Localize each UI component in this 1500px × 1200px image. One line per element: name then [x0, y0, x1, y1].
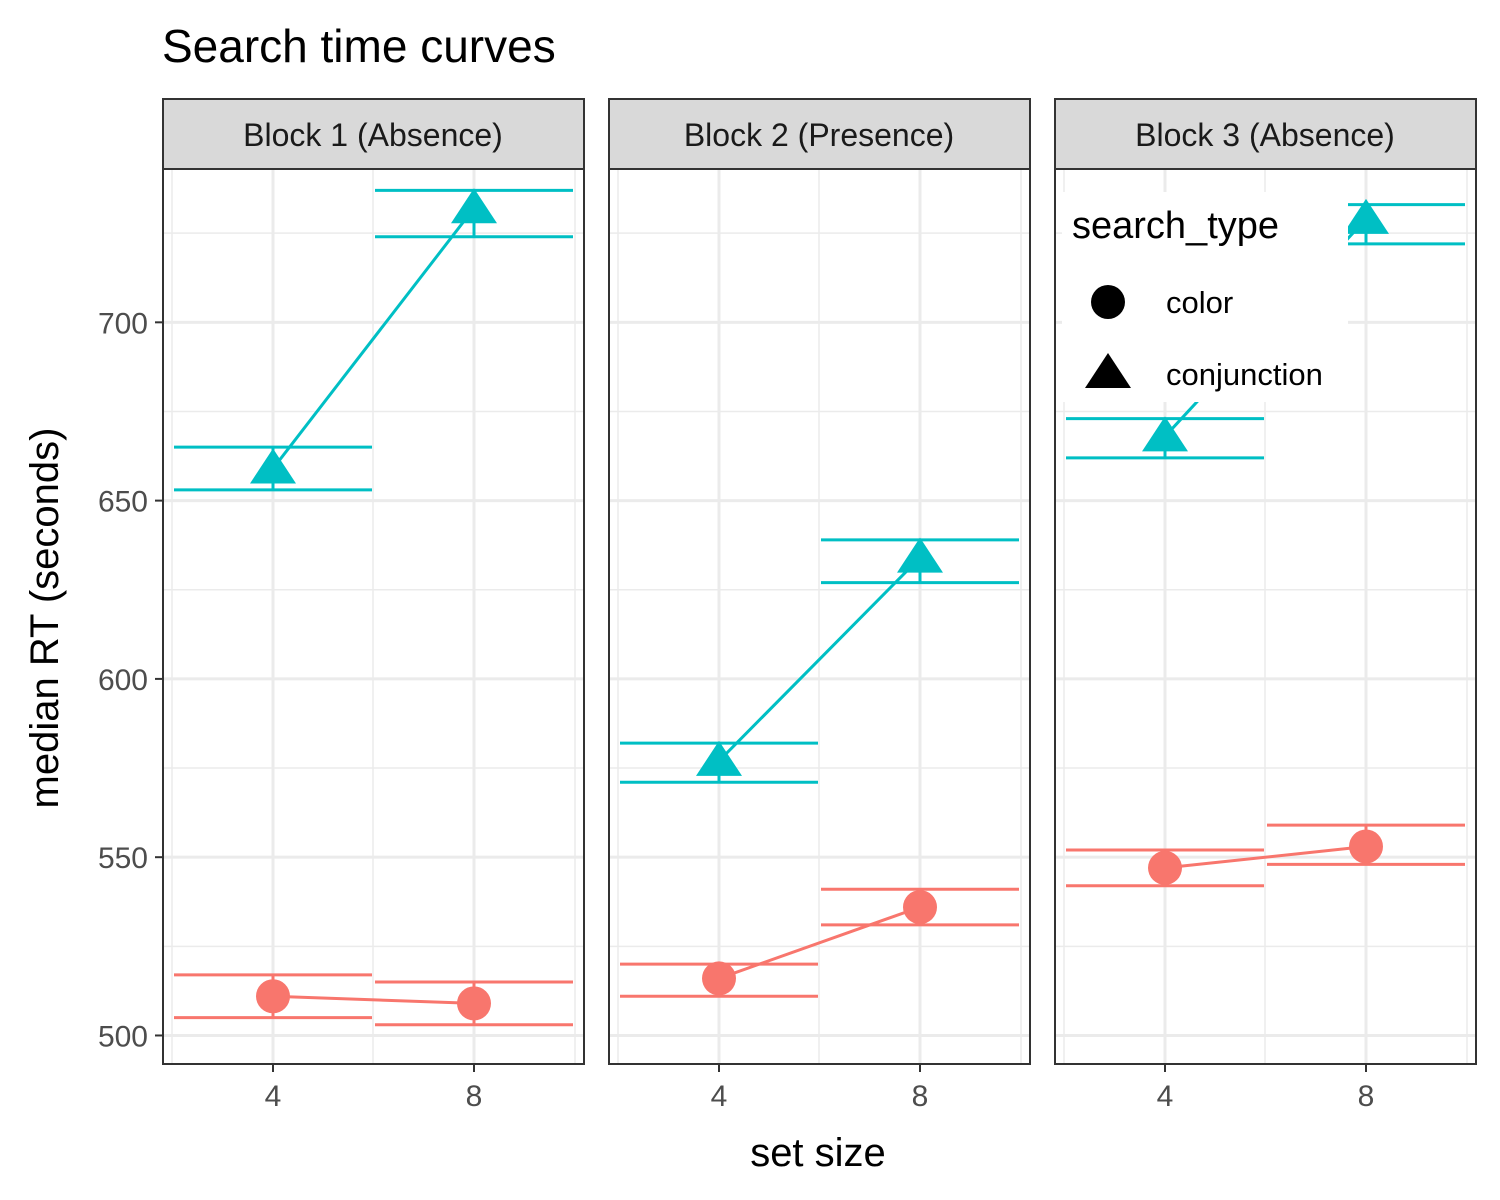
series-line — [1164, 844, 1367, 870]
legend-label: conjunction — [1166, 357, 1323, 392]
legend-title: search_type — [1072, 205, 1279, 247]
data-point — [897, 537, 943, 573]
x-tick-label: 4 — [265, 1080, 282, 1113]
x-axis-title: set size — [750, 1131, 886, 1175]
panel-border — [162, 168, 585, 1065]
data-point — [1148, 850, 1182, 885]
legend: search_type color conjunction — [1062, 192, 1348, 402]
y-tick-label: 700 — [98, 307, 148, 340]
x-tick-label: 4 — [1157, 1080, 1174, 1113]
y-tick-label: 600 — [98, 664, 148, 697]
facet-label: Block 3 (Absence) — [1135, 117, 1395, 153]
legend-key-triangle — [1085, 353, 1131, 388]
legend-item-conjunction: conjunction — [1085, 353, 1323, 392]
data-point — [256, 979, 290, 1014]
series-line — [272, 994, 475, 1005]
facet-label: Block 1 (Absence) — [243, 117, 503, 153]
panel-1: Block 1 (Absence) 4 8 — [162, 98, 585, 1113]
panel-border — [608, 168, 1031, 1065]
y-tick-label: 500 — [98, 1020, 148, 1053]
series-line — [718, 905, 921, 980]
y-axis-title: median RT (seconds) — [23, 428, 67, 809]
x-tick-label: 8 — [1358, 1080, 1375, 1113]
legend-label: color — [1166, 285, 1233, 320]
y-axis: 500 550 600 650 700 — [98, 307, 163, 1053]
panel-border — [1054, 168, 1477, 1065]
data-point — [696, 740, 742, 776]
data-point — [1349, 829, 1383, 864]
series-color — [620, 887, 1019, 998]
data-point — [451, 188, 497, 224]
facet-strip — [608, 98, 1031, 170]
data-point — [903, 890, 937, 925]
series-line — [717, 556, 922, 762]
series-conjunction — [174, 188, 573, 492]
data-point — [702, 961, 736, 996]
facet-strip — [162, 98, 585, 170]
y-tick-label: 650 — [98, 486, 148, 519]
x-tick-label: 8 — [912, 1080, 929, 1113]
series-conjunction — [620, 537, 1019, 784]
legend-entries: color conjunction — [1085, 285, 1323, 392]
series-line — [271, 207, 476, 470]
x-tick-label: 4 — [711, 1080, 728, 1113]
data-point — [250, 448, 296, 484]
legend-item-color: color — [1091, 285, 1233, 320]
panel-2: Block 2 (Presence) 4 8 — [608, 98, 1031, 1113]
legend-key-circle — [1091, 285, 1125, 319]
facet-strip — [1054, 98, 1477, 170]
facet-label: Block 2 (Presence) — [684, 117, 954, 153]
series-color — [174, 973, 573, 1027]
data-point — [1343, 198, 1389, 234]
series-color — [1066, 823, 1465, 888]
y-tick-label: 550 — [98, 842, 148, 875]
data-point — [1142, 416, 1188, 452]
chart-title: Search time curves — [162, 20, 556, 72]
data-point — [457, 986, 491, 1021]
x-tick-label: 8 — [466, 1080, 483, 1113]
